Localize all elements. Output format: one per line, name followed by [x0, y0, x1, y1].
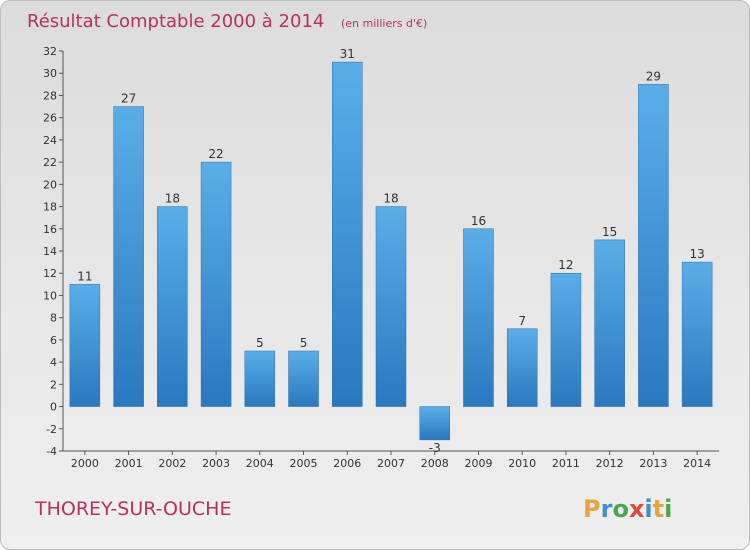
y-tick-label: 18	[43, 201, 57, 214]
data-label: 27	[121, 92, 136, 106]
bar	[288, 350, 319, 407]
y-tick-label: 20	[43, 178, 57, 191]
x-tick-label: 2002	[158, 457, 186, 470]
y-tick-label: 26	[43, 112, 57, 125]
bar	[594, 239, 625, 407]
data-label: 29	[646, 69, 661, 83]
y-tick-label: 16	[43, 223, 57, 236]
y-tick-label: 6	[50, 334, 57, 347]
data-label: 5	[300, 336, 308, 350]
bar	[113, 106, 144, 407]
commune-name: THOREY-SUR-OUCHE	[34, 498, 231, 520]
x-tick-label: 2004	[246, 457, 274, 470]
x-tick-label: 2000	[71, 457, 99, 470]
bar	[375, 206, 407, 407]
x-tick-label: 2005	[290, 457, 318, 470]
logo-letter: x	[629, 495, 645, 523]
data-label: 16	[471, 214, 486, 228]
bars-group: 11 27 18 22 5 5 31 18 -3 16 7 12 15 29 13	[69, 47, 713, 455]
y-tick-label: 2	[50, 378, 57, 391]
data-label: 5	[256, 336, 264, 350]
x-tick-label: 2010	[508, 457, 536, 470]
y-tick-label: 28	[43, 89, 57, 102]
y-tick-label: 22	[43, 156, 57, 169]
data-label: 18	[165, 192, 180, 206]
data-label: 13	[689, 247, 704, 261]
x-tick-label: 2003	[202, 457, 230, 470]
x-tick-label: 2013	[639, 457, 667, 470]
bar	[157, 206, 188, 407]
chart-subtitle: (en milliers d'€)	[341, 17, 427, 30]
x-tick-label: 2007	[377, 457, 405, 470]
y-tick-label: 12	[43, 267, 57, 280]
y-tick-label: 24	[43, 134, 57, 147]
bar	[419, 406, 450, 441]
bar	[200, 161, 232, 407]
logo-letter: i	[644, 495, 652, 523]
bar	[332, 61, 363, 407]
data-label: 15	[602, 225, 617, 239]
data-label: 22	[208, 147, 223, 161]
data-label: 12	[558, 258, 573, 272]
bar	[681, 261, 713, 407]
proxiti-logo: Proxiti	[583, 495, 672, 523]
y-tick-label: 8	[50, 312, 57, 325]
logo-letter: P	[583, 495, 601, 523]
y-tick-label: 32	[43, 45, 57, 58]
x-tick-label: 2001	[115, 457, 143, 470]
data-label: -3	[429, 441, 441, 455]
bar	[69, 284, 101, 407]
x-tick-label: 2014	[683, 457, 711, 470]
y-tick-label: 0	[50, 401, 57, 414]
y-tick-label: 4	[50, 356, 57, 369]
y-tick-label: 14	[43, 245, 57, 258]
chart-title: Résultat Comptable 2000 à 2014	[27, 11, 324, 32]
y-tick-label: 30	[43, 67, 57, 80]
y-tick-label: -4	[46, 445, 57, 458]
y-tick-label: 10	[43, 289, 57, 302]
x-tick-label: 2012	[596, 457, 624, 470]
bar	[244, 350, 276, 407]
y-tick-label: -2	[46, 423, 57, 436]
data-label: 7	[518, 314, 526, 328]
x-tick-label: 2008	[421, 457, 449, 470]
bar	[638, 84, 669, 407]
bar	[550, 272, 582, 407]
bar	[506, 328, 538, 407]
x-tick-label: 2006	[333, 457, 361, 470]
data-label: 31	[340, 47, 355, 61]
x-tick-label: 2009	[464, 457, 492, 470]
logo-letter: r	[601, 495, 613, 523]
data-label: 18	[383, 192, 398, 206]
x-tick-label: 2011	[552, 457, 580, 470]
bar	[463, 228, 494, 407]
logo-letter: o	[612, 495, 629, 523]
logo-letter: t	[653, 495, 664, 523]
data-label: 11	[77, 269, 92, 283]
logo-letter: i	[664, 495, 672, 523]
